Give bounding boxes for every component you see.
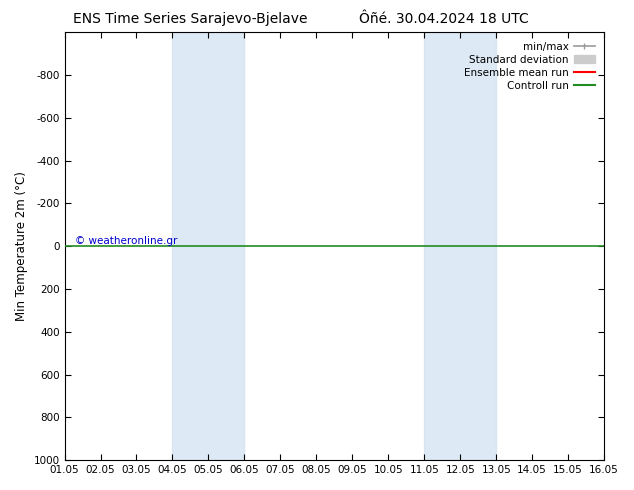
Text: ENS Time Series Sarajevo-Bjelave: ENS Time Series Sarajevo-Bjelave (73, 12, 307, 26)
Text: Ôñé. 30.04.2024 18 UTC: Ôñé. 30.04.2024 18 UTC (359, 12, 529, 26)
Text: © weatheronline.gr: © weatheronline.gr (75, 236, 178, 246)
Bar (424, 32, 496, 460)
Y-axis label: Min Temperature 2m (°C): Min Temperature 2m (°C) (15, 171, 28, 321)
Legend: min/max, Standard deviation, Ensemble mean run, Controll run: min/max, Standard deviation, Ensemble me… (460, 37, 599, 95)
Bar (172, 32, 244, 460)
